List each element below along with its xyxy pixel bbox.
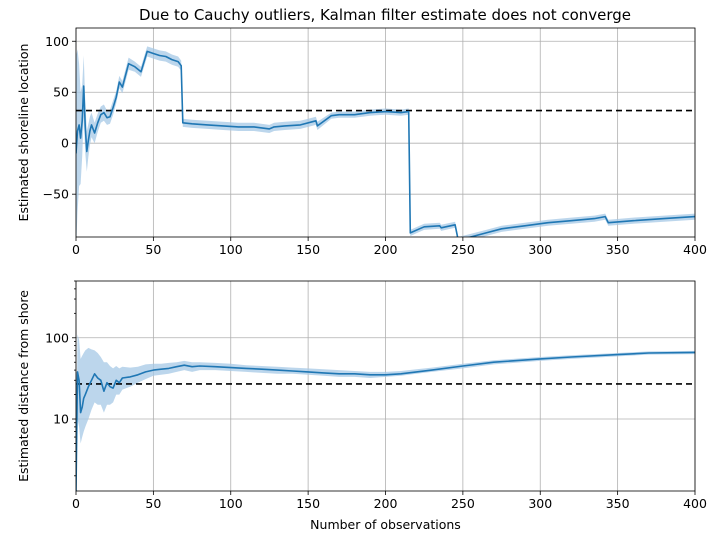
x-tick-label: 400 <box>683 496 707 511</box>
y-tick-label: −50 <box>43 187 69 202</box>
y-axis-label: Estimated shoreline location <box>16 44 31 222</box>
x-axis-label: Number of observations <box>310 517 461 532</box>
x-tick-label: 300 <box>528 496 552 511</box>
bottom-panel-distance-from-shore: 0 50 100 150 200 250 300 350 400 10 100 Estimated d… <box>16 280 707 532</box>
x-tick-label: 50 <box>145 242 161 257</box>
y-tick-label: 10 <box>53 412 69 427</box>
x-tick-label: 50 <box>145 496 161 511</box>
estimate-line <box>76 351 695 491</box>
top-panel-shoreline-location: 0 50 100 150 200 250 300 350 400 −50 0 50 100 Estimat… <box>16 27 707 257</box>
y-axis-label: Estimated distance from shore <box>16 290 31 482</box>
chart-title: Due to Cauchy outliers, Kalman filter es… <box>139 6 631 24</box>
x-tick-label: 100 <box>219 242 243 257</box>
x-tick-label: 400 <box>683 242 707 257</box>
x-tick-label: 300 <box>528 242 552 257</box>
x-tick-label: 250 <box>451 496 475 511</box>
y-tick-label: 100 <box>45 330 69 345</box>
confidence-band <box>76 46 695 237</box>
x-tick-label: 200 <box>374 496 398 511</box>
x-tick-label: 0 <box>72 242 80 257</box>
x-tick-label: 0 <box>72 496 80 511</box>
x-tick-label: 150 <box>296 496 320 511</box>
x-tick-label: 350 <box>606 242 630 257</box>
x-tick-label: 100 <box>219 496 243 511</box>
x-tick-label: 350 <box>606 496 630 511</box>
x-tick-label: 150 <box>296 242 320 257</box>
y-tick-label: 100 <box>45 34 69 49</box>
estimate-line <box>76 50 695 237</box>
x-tick-label: 250 <box>451 242 475 257</box>
y-tick-label: 50 <box>53 85 69 100</box>
y-tick-label: 0 <box>61 136 69 151</box>
x-tick-label: 200 <box>374 242 398 257</box>
